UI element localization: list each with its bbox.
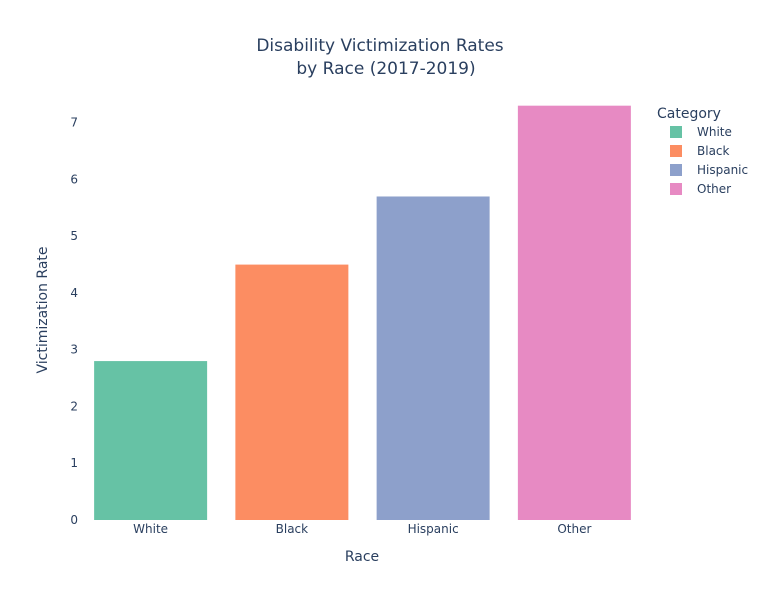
legend: Category White Black Hispanic Other — [657, 106, 748, 196]
y-tick-label: 4 — [70, 286, 78, 300]
y-tick-label: 5 — [70, 229, 78, 243]
bar-hispanic[interactable] — [376, 196, 490, 520]
y-tick-label: 1 — [70, 456, 78, 470]
chart-title: Disability Victimization Rates by Race (… — [256, 36, 503, 79]
legend-swatch[interactable] — [670, 164, 682, 176]
bar-black[interactable] — [235, 264, 349, 520]
bar-other[interactable] — [517, 105, 631, 521]
x-tick-label: Other — [557, 522, 591, 536]
chart-title-line-1: Disability Victimization Rates — [256, 36, 503, 56]
y-axis-ticks: 0 1 2 3 4 5 6 7 — [70, 116, 78, 527]
x-tick-label: Hispanic — [408, 522, 459, 536]
x-tick-label: Black — [276, 522, 309, 536]
x-axis-ticks: White Black Hispanic Other — [133, 522, 591, 536]
y-axis-title: Victimization Rate — [35, 246, 51, 373]
legend-item-label[interactable]: Hispanic — [697, 163, 748, 177]
bars — [94, 105, 631, 521]
y-tick-label: 6 — [70, 172, 78, 186]
legend-swatch[interactable] — [670, 183, 682, 195]
x-axis-title: Race — [345, 549, 379, 565]
bar-white[interactable] — [94, 361, 208, 520]
chart-title-line-2: by Race (2017-2019) — [296, 59, 475, 79]
y-tick-label: 0 — [70, 513, 78, 527]
legend-title: Category — [657, 106, 721, 122]
legend-item-label[interactable]: White — [697, 125, 732, 139]
y-tick-label: 2 — [70, 399, 78, 413]
y-tick-label: 7 — [70, 116, 78, 130]
y-tick-label: 3 — [70, 343, 78, 357]
legend-swatch[interactable] — [670, 126, 682, 138]
x-tick-label: White — [133, 522, 168, 536]
legend-item-label[interactable]: Other — [697, 182, 731, 196]
legend-swatch[interactable] — [670, 145, 682, 157]
legend-item-label[interactable]: Black — [697, 144, 730, 158]
